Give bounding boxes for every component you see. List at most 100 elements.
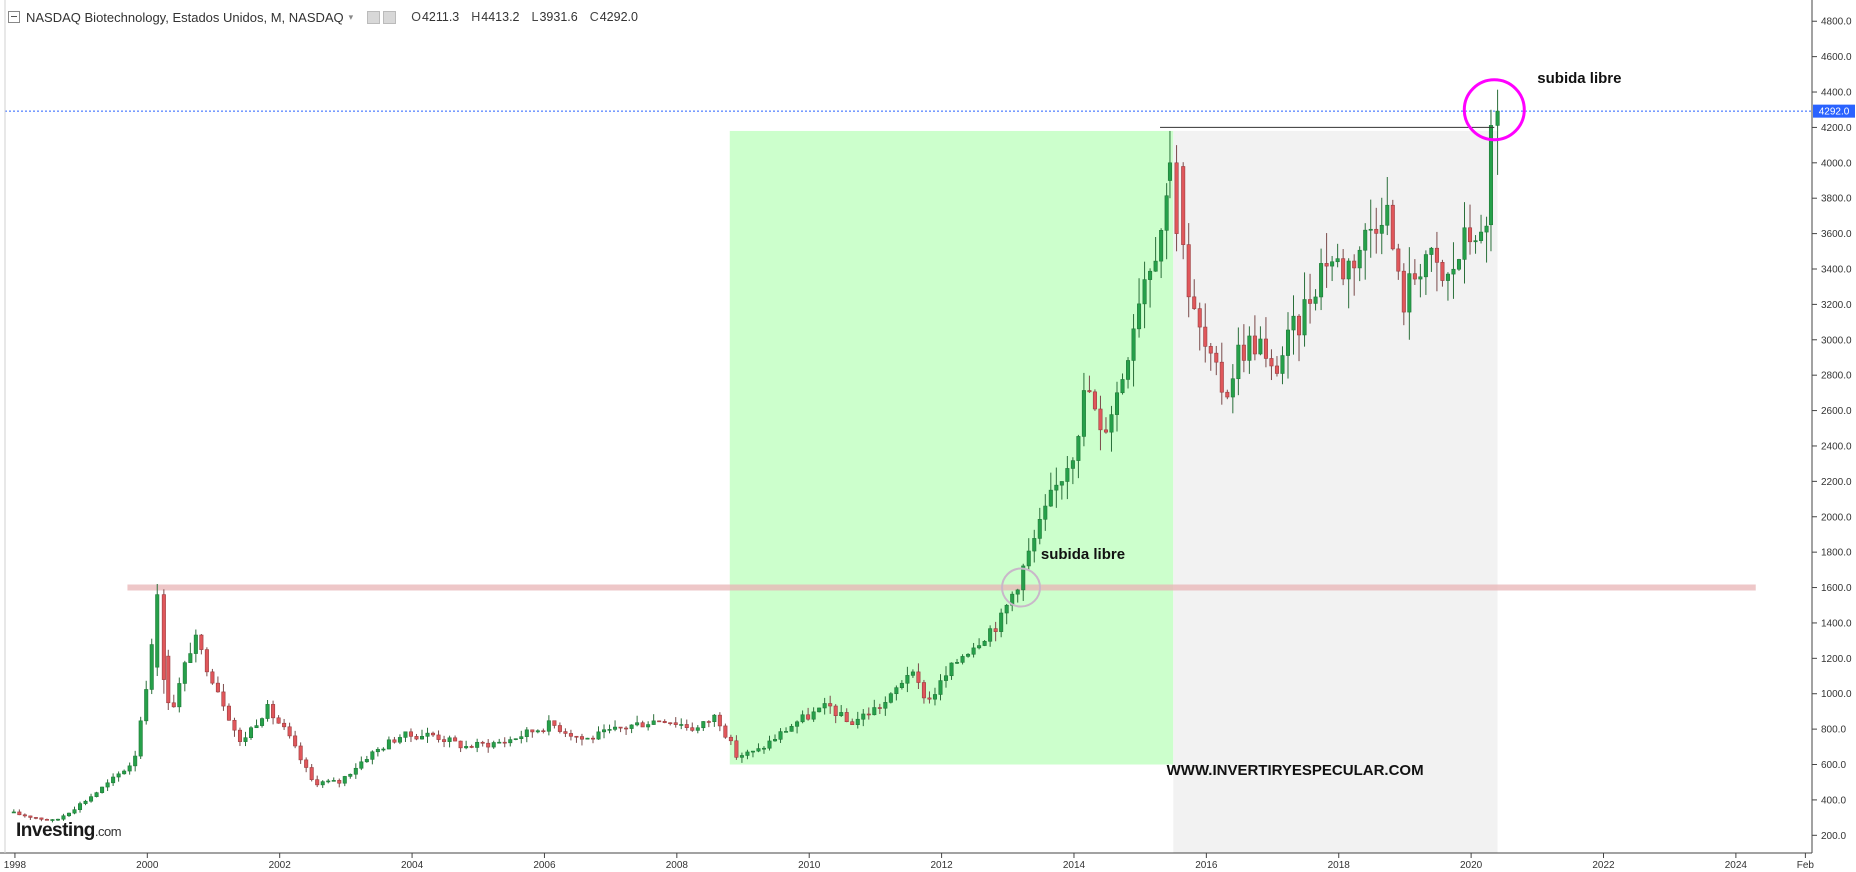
y-tick-label: 1200.0 (1821, 654, 1852, 665)
settings-toggle-icon[interactable] (383, 10, 397, 24)
candles (11, 89, 1500, 823)
candle-up (905, 675, 910, 684)
candle-up (739, 755, 744, 758)
candle-down (1440, 262, 1445, 281)
breakout-circle-2020 (1462, 78, 1526, 142)
candle-up (1159, 230, 1164, 262)
candle-up (1004, 604, 1009, 614)
candle-up (1070, 460, 1075, 469)
candle-up (1445, 273, 1450, 281)
candle-up (982, 640, 987, 646)
candle-up (1258, 338, 1263, 355)
candle-down (293, 735, 298, 747)
candle-up (72, 809, 77, 814)
x-tick-label: 2006 (533, 860, 556, 871)
candle-up (949, 662, 954, 677)
candle-up (1302, 299, 1307, 336)
candle-up (1285, 329, 1291, 356)
candle-up (955, 662, 960, 664)
candle-down (1434, 247, 1439, 263)
candle-up (894, 687, 899, 695)
candle-up (932, 694, 937, 700)
candle-down (1186, 244, 1191, 298)
candle-down (161, 594, 166, 680)
candle-down (734, 740, 739, 758)
candle-up (1462, 227, 1467, 260)
candle-down (44, 819, 49, 821)
candle-up (100, 786, 105, 793)
candle-up (1137, 303, 1142, 330)
x-tick-label: 2014 (1063, 860, 1086, 871)
candle-up (1423, 254, 1428, 278)
candle-down (563, 731, 568, 734)
candle-down (276, 717, 281, 724)
candle-up (651, 720, 656, 725)
candle-up (419, 736, 425, 740)
x-tick-label: 1998 (4, 860, 27, 871)
y-tick-label: 2600.0 (1821, 406, 1852, 417)
candle-down (486, 742, 491, 748)
candle-up (585, 737, 590, 740)
candle-down (618, 726, 623, 729)
green-zone (729, 130, 1174, 765)
candle-up (888, 693, 893, 703)
candle-down (469, 746, 474, 748)
collapse-icon[interactable] (8, 11, 20, 23)
y-tick-label: 600.0 (1821, 760, 1846, 771)
candle-down (1197, 308, 1202, 328)
candle-up (695, 727, 700, 731)
candle-down (673, 722, 678, 725)
candle-up (1335, 258, 1340, 263)
candle-down (453, 737, 458, 742)
x-tick-label: 2020 (1460, 860, 1483, 871)
candle-down (298, 745, 303, 761)
candle-up (55, 818, 60, 821)
candle-up (50, 819, 55, 821)
candle-down (1241, 344, 1246, 361)
candle-up (1164, 195, 1169, 231)
instrument-title[interactable]: NASDAQ Biotechnology, Estados Unidos, M,… (26, 9, 344, 25)
candle-down (436, 734, 441, 740)
visibility-toggle-icon[interactable] (367, 10, 381, 24)
candle-down (171, 702, 176, 708)
candle-down (480, 741, 485, 744)
y-tick-label: 4200.0 (1821, 123, 1852, 134)
candle-down (1225, 391, 1230, 398)
candle-up (364, 759, 369, 763)
candle-down (282, 722, 287, 728)
candle-up (94, 792, 99, 797)
candle-up (1142, 279, 1147, 305)
candle-down (579, 736, 584, 740)
candle-up (260, 718, 265, 726)
candle-up (1153, 260, 1158, 272)
candle-up (1048, 489, 1053, 507)
candle-up (1479, 231, 1484, 241)
candle-up (635, 722, 640, 726)
candle-up (960, 656, 965, 663)
candle-up (872, 707, 877, 716)
candle-down (916, 671, 921, 683)
candle-up (811, 711, 816, 720)
candle-down (287, 726, 292, 737)
chevron-down-icon[interactable]: ▾ (348, 11, 354, 22)
y-tick-label: 3800.0 (1821, 194, 1852, 205)
candle-down (1396, 248, 1401, 272)
candle-up (342, 776, 347, 784)
candle-up (447, 737, 452, 742)
x-tick-label: 2010 (798, 860, 821, 871)
candle-down (590, 737, 596, 740)
candle-up (359, 761, 364, 769)
candle-down (309, 767, 314, 780)
candle-up (1484, 225, 1489, 233)
candle-down (921, 682, 926, 699)
candle-up (701, 721, 706, 729)
candle-up (353, 767, 358, 775)
candle-up (1330, 261, 1335, 267)
candle-up (602, 729, 607, 733)
candle-up (910, 671, 915, 676)
candle-up (767, 740, 772, 749)
y-tick-label: 1400.0 (1821, 618, 1852, 629)
gray-zone (1173, 130, 1498, 854)
candle-down (1274, 365, 1279, 374)
